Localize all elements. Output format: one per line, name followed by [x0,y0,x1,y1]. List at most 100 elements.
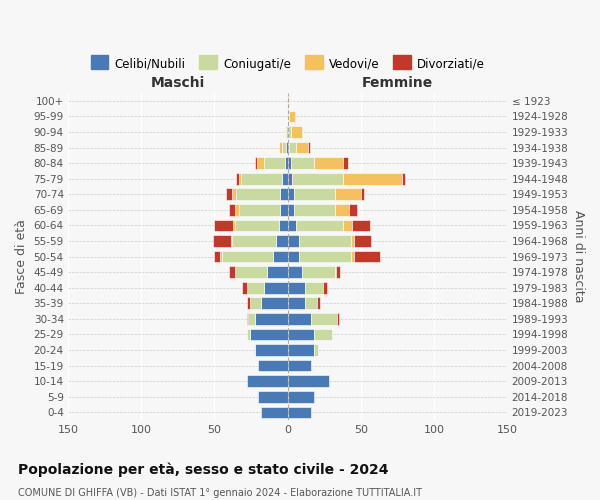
Bar [296,220,343,232]
Bar [267,266,287,278]
Bar [256,313,287,324]
Bar [287,376,329,387]
Bar [236,173,239,184]
Bar [214,250,220,262]
Bar [287,173,292,184]
Bar [287,344,314,356]
Bar [314,328,332,340]
Bar [235,266,267,278]
Bar [308,142,310,154]
Bar [285,158,287,169]
Bar [350,250,353,262]
Bar [287,220,296,232]
Bar [343,173,402,184]
Text: Maschi: Maschi [151,76,205,90]
Bar [335,204,349,216]
Bar [280,204,287,216]
Bar [241,173,282,184]
Bar [287,235,299,247]
Bar [233,220,235,232]
Bar [289,142,296,154]
Text: COMUNE DI GHIFFA (VB) - Dati ISTAT 1° gennaio 2024 - Elaborazione TUTTITALIA.IT: COMUNE DI GHIFFA (VB) - Dati ISTAT 1° ge… [18,488,422,498]
Bar [280,188,287,200]
Bar [256,344,287,356]
Bar [361,188,364,200]
Bar [239,173,241,184]
Bar [247,376,287,387]
Bar [292,173,343,184]
Bar [287,406,311,418]
Bar [287,142,289,154]
Bar [285,126,286,138]
Bar [239,204,280,216]
Bar [287,282,305,294]
Bar [349,204,356,216]
Y-axis label: Fasce di età: Fasce di età [15,219,28,294]
Bar [264,158,285,169]
Bar [343,220,352,232]
Bar [299,235,350,247]
Bar [287,188,293,200]
Bar [230,235,232,247]
Bar [287,266,302,278]
Bar [257,158,264,169]
Bar [336,266,340,278]
Bar [311,313,337,324]
Bar [353,250,380,262]
Bar [293,188,335,200]
Bar [259,360,287,372]
Bar [402,173,405,184]
Bar [337,313,339,324]
Bar [317,298,320,309]
Bar [287,110,289,122]
Bar [290,126,302,138]
Bar [247,328,250,340]
Bar [236,188,280,200]
Bar [352,220,370,232]
Bar [279,142,282,154]
Bar [262,406,287,418]
Bar [220,250,222,262]
Bar [293,204,335,216]
Bar [287,126,290,138]
Bar [247,282,264,294]
Legend: Celibi/Nubili, Coniugati/e, Vedovi/e, Divorziati/e: Celibi/Nubili, Coniugati/e, Vedovi/e, Di… [86,53,490,76]
Bar [273,250,287,262]
Bar [235,204,239,216]
Bar [282,142,286,154]
Bar [290,158,314,169]
Bar [235,220,279,232]
Bar [222,250,273,262]
Bar [282,173,287,184]
Bar [242,282,247,294]
Bar [314,344,319,356]
Bar [305,298,317,309]
Bar [287,313,311,324]
Bar [302,266,335,278]
Bar [350,235,353,247]
Bar [259,391,287,402]
Bar [262,298,287,309]
Bar [286,142,287,154]
Bar [353,235,371,247]
Bar [213,235,230,247]
Bar [287,360,311,372]
Bar [229,266,235,278]
Bar [287,158,290,169]
Bar [232,235,276,247]
Bar [229,204,235,216]
Bar [247,298,250,309]
Bar [248,313,256,324]
Bar [256,158,257,169]
Bar [232,188,236,200]
Text: Popolazione per età, sesso e stato civile - 2024: Popolazione per età, sesso e stato civil… [18,462,389,477]
Bar [335,266,336,278]
Bar [286,126,287,138]
Bar [250,328,287,340]
Bar [305,282,323,294]
Bar [314,158,343,169]
Bar [335,188,361,200]
Bar [287,298,305,309]
Bar [247,313,248,324]
Bar [289,110,295,122]
